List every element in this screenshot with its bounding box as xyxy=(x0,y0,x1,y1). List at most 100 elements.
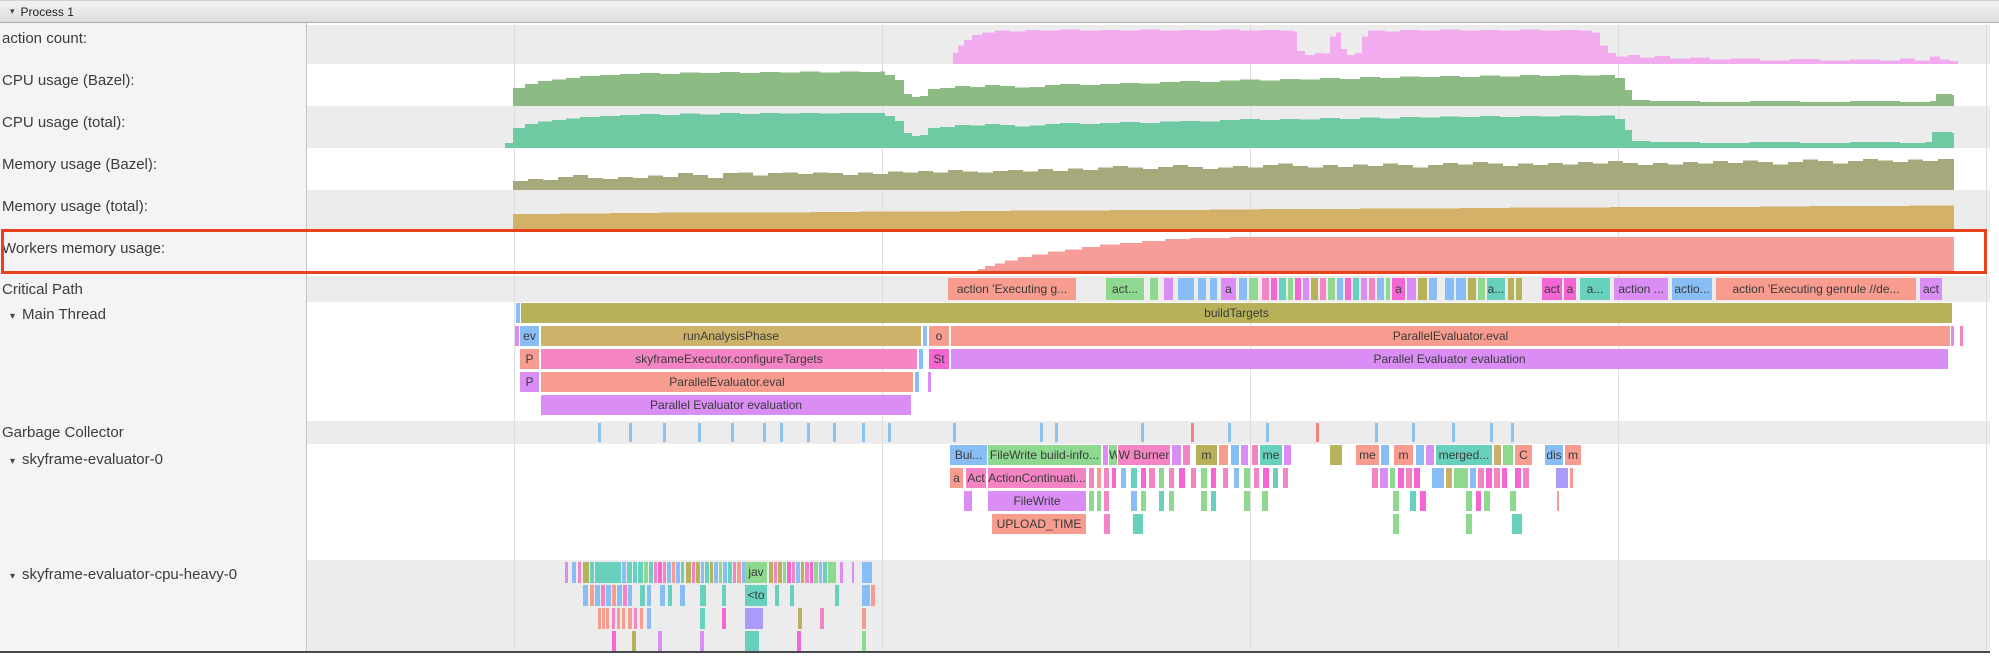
cpu-heavy-slice-sliver[interactable] xyxy=(644,562,648,583)
skyframe-evaluator-0-slice-sliver[interactable] xyxy=(1284,445,1291,465)
cpu-heavy-slice-sliver[interactable] xyxy=(565,562,568,583)
skyframe-evaluator-0-slice-dis[interactable]: dis xyxy=(1545,445,1563,465)
skyframe-evaluator-0-slice-c[interactable]: C xyxy=(1515,445,1532,465)
cpu-heavy-slice-sliver[interactable] xyxy=(667,562,671,583)
skyframe-evaluator-0-slice-sliver[interactable] xyxy=(1273,468,1278,488)
skyframe-evaluator-0-slice-sliver[interactable] xyxy=(1104,491,1109,511)
critical-path-slice-sliver[interactable] xyxy=(1150,278,1158,300)
skyframe-evaluator-0-slice-sliver[interactable] xyxy=(1393,491,1399,511)
critical-path-slice-a[interactable]: a xyxy=(1392,278,1405,300)
skyframe-evaluator-0-slice-sliver[interactable] xyxy=(1406,468,1412,488)
cpu-heavy-slice-sliver[interactable] xyxy=(617,608,620,629)
cpu-heavy-slice-sliver[interactable] xyxy=(633,562,637,583)
cpu-heavy-slice-sliver[interactable] xyxy=(622,562,626,583)
skyframe-evaluator-0-slice-sliver[interactable] xyxy=(1121,468,1126,488)
gc-tick[interactable] xyxy=(1228,423,1231,442)
cpu-heavy-slice-jav[interactable]: jav xyxy=(745,562,767,583)
critical-path-slice-a[interactable]: a xyxy=(1221,278,1236,300)
cpu-heavy-slice-sliver[interactable] xyxy=(810,562,813,583)
gc-tick[interactable] xyxy=(763,423,766,442)
skyframe-evaluator-0-slice-sliver[interactable] xyxy=(1476,491,1481,511)
skyframe-evaluator-0-slice-sliver[interactable] xyxy=(1390,468,1395,488)
cpu-heavy-slice-sliver[interactable] xyxy=(660,585,665,606)
main-thread-slice-parallel-evaluator-evaluation[interactable]: Parallel Evaluator evaluation xyxy=(951,349,1948,369)
critical-path-slice-sliver[interactable] xyxy=(1279,278,1286,300)
cpu-heavy-slice-sliver[interactable] xyxy=(612,631,616,652)
cpu-heavy-slice-sliver[interactable] xyxy=(819,562,822,583)
skyframe-evaluator-0-slice-act[interactable]: Act xyxy=(966,468,986,488)
main-thread-slice-sliver[interactable] xyxy=(928,372,931,392)
critical-path-slice-sliver[interactable] xyxy=(1508,278,1514,300)
skyframe-evaluator-0-slice-sliver[interactable] xyxy=(1426,445,1434,465)
critical-path-slice-sliver[interactable] xyxy=(1429,278,1437,300)
critical-path-slice-a[interactable]: a... xyxy=(1487,278,1505,300)
critical-path-slice-sliver[interactable] xyxy=(1445,278,1454,300)
skyframe-evaluator-0-slice-sliver[interactable] xyxy=(1231,445,1239,465)
skyframe-evaluator-0-slice-sliver[interactable] xyxy=(1515,468,1521,488)
skyframe-evaluator-0-slice-sliver[interactable] xyxy=(1556,468,1568,488)
skyframe-evaluator-0-slice-sliver[interactable] xyxy=(1159,491,1164,511)
cpu-heavy-slice-sliver[interactable] xyxy=(828,562,836,583)
cpu-heavy-slice-sliver[interactable] xyxy=(681,562,684,583)
skyframe-evaluator-0-slice-sliver[interactable] xyxy=(1241,445,1248,465)
critical-path-slice-sliver[interactable] xyxy=(1353,278,1359,300)
cpu-heavy-slice-sliver[interactable] xyxy=(700,585,706,606)
cpu-heavy-slice-sliver[interactable] xyxy=(701,562,704,583)
cpu-heavy-slice-sliver[interactable] xyxy=(796,562,800,583)
skyframe-evaluator-0-slice-sliver[interactable] xyxy=(1494,468,1500,488)
critical-path-slice-sliver[interactable] xyxy=(1328,278,1335,300)
skyframe-evaluator-0-slice-sliver[interactable] xyxy=(1410,491,1416,511)
gc-tick[interactable] xyxy=(629,423,632,442)
main-thread-slice-parallel-evaluator-evaluation[interactable]: Parallel Evaluator evaluation xyxy=(541,395,911,415)
cpu-heavy-slice-sliver[interactable] xyxy=(647,585,651,606)
critical-path-slice-sliver[interactable] xyxy=(1303,278,1309,300)
critical-path-slice-sliver[interactable] xyxy=(1288,278,1293,300)
cpu-heavy-slice-sliver[interactable] xyxy=(627,562,632,583)
cpu-heavy-slice-sliver[interactable] xyxy=(692,562,695,583)
skyframe-evaluator-0-slice-m[interactable]: m xyxy=(1394,445,1413,465)
main-thread-slice-st[interactable]: St xyxy=(929,349,949,369)
cpu-heavy-slice-sliver[interactable] xyxy=(862,631,866,652)
skyframe-evaluator-0-slice-sliver[interactable] xyxy=(1172,445,1181,465)
critical-path-slice-act[interactable]: act xyxy=(1542,278,1562,300)
skyframe-evaluator-0-slice-sliver[interactable] xyxy=(1201,491,1207,511)
critical-path-slice-sliver[interactable] xyxy=(1271,278,1277,300)
skyframe-evaluator-0-slice-sliver[interactable] xyxy=(1420,491,1426,511)
critical-path-slice-a[interactable]: a xyxy=(1564,278,1576,300)
skyframe-evaluator-0-slice-sliver[interactable] xyxy=(1183,445,1190,465)
critical-path-slice-sliver[interactable] xyxy=(1295,278,1301,300)
skyframe-evaluator-0-slice-sliver[interactable] xyxy=(1484,491,1490,511)
cpu-heavy-slice-sliver[interactable] xyxy=(797,631,801,652)
cpu-heavy-slice-sliver[interactable] xyxy=(778,562,782,583)
skyframe-evaluator-0-slice-sliver[interactable] xyxy=(1512,514,1522,534)
cpu-heavy-slice-sliver[interactable] xyxy=(583,562,589,583)
critical-path-slice-sliver[interactable] xyxy=(1361,278,1367,300)
critical-path-slice-sliver[interactable] xyxy=(1337,278,1343,300)
gc-tick[interactable] xyxy=(888,423,891,442)
skyframe-evaluator-0-slice-sliver[interactable] xyxy=(1252,445,1258,465)
main-thread-slice-sliver[interactable] xyxy=(923,326,927,346)
skyframe-evaluator-0-slice-sliver[interactable] xyxy=(1131,491,1137,511)
skyframe-evaluator-0-slice-sliver[interactable] xyxy=(1112,468,1116,488)
skyframe-evaluator-0-slice-sliver[interactable] xyxy=(1510,491,1516,511)
cpu-heavy-slice-sliver[interactable] xyxy=(590,585,594,606)
critical-path-slice-sliver[interactable] xyxy=(1210,278,1217,300)
skyframe-evaluator-0-slice-sliver[interactable] xyxy=(1414,468,1420,488)
skyframe-evaluator-0-slice-sliver[interactable] xyxy=(1104,468,1109,488)
cpu-heavy-slice-sliver[interactable] xyxy=(714,562,718,583)
critical-path-slice-a[interactable]: a... xyxy=(1580,278,1610,300)
track-label-skyframe-evaluator-cpu-heavy-0[interactable]: ▾ skyframe-evaluator-cpu-heavy-0 xyxy=(10,566,238,583)
cpu-heavy-slice-sliver[interactable] xyxy=(728,562,732,583)
skyframe-evaluator-0-slice-sliver[interactable] xyxy=(964,491,972,511)
cpu-heavy-slice-sliver[interactable] xyxy=(598,608,601,629)
skyframe-evaluator-0-slice-sliver[interactable] xyxy=(1211,491,1216,511)
critical-path-slice-sliver[interactable] xyxy=(1262,278,1269,300)
cpu-heavy-slice-sliver[interactable] xyxy=(663,562,666,583)
track-label-main-thread[interactable]: ▾ Main Thread xyxy=(10,306,106,323)
critical-path-slice-sliver[interactable] xyxy=(1456,278,1466,300)
critical-path-slice-sliver[interactable] xyxy=(1249,278,1258,300)
gc-tick[interactable] xyxy=(731,423,734,442)
cpu-heavy-slice-sliver[interactable] xyxy=(719,562,722,583)
cpu-heavy-slice-sliver[interactable] xyxy=(634,608,637,629)
cpu-heavy-slice-sliver[interactable] xyxy=(801,562,804,583)
